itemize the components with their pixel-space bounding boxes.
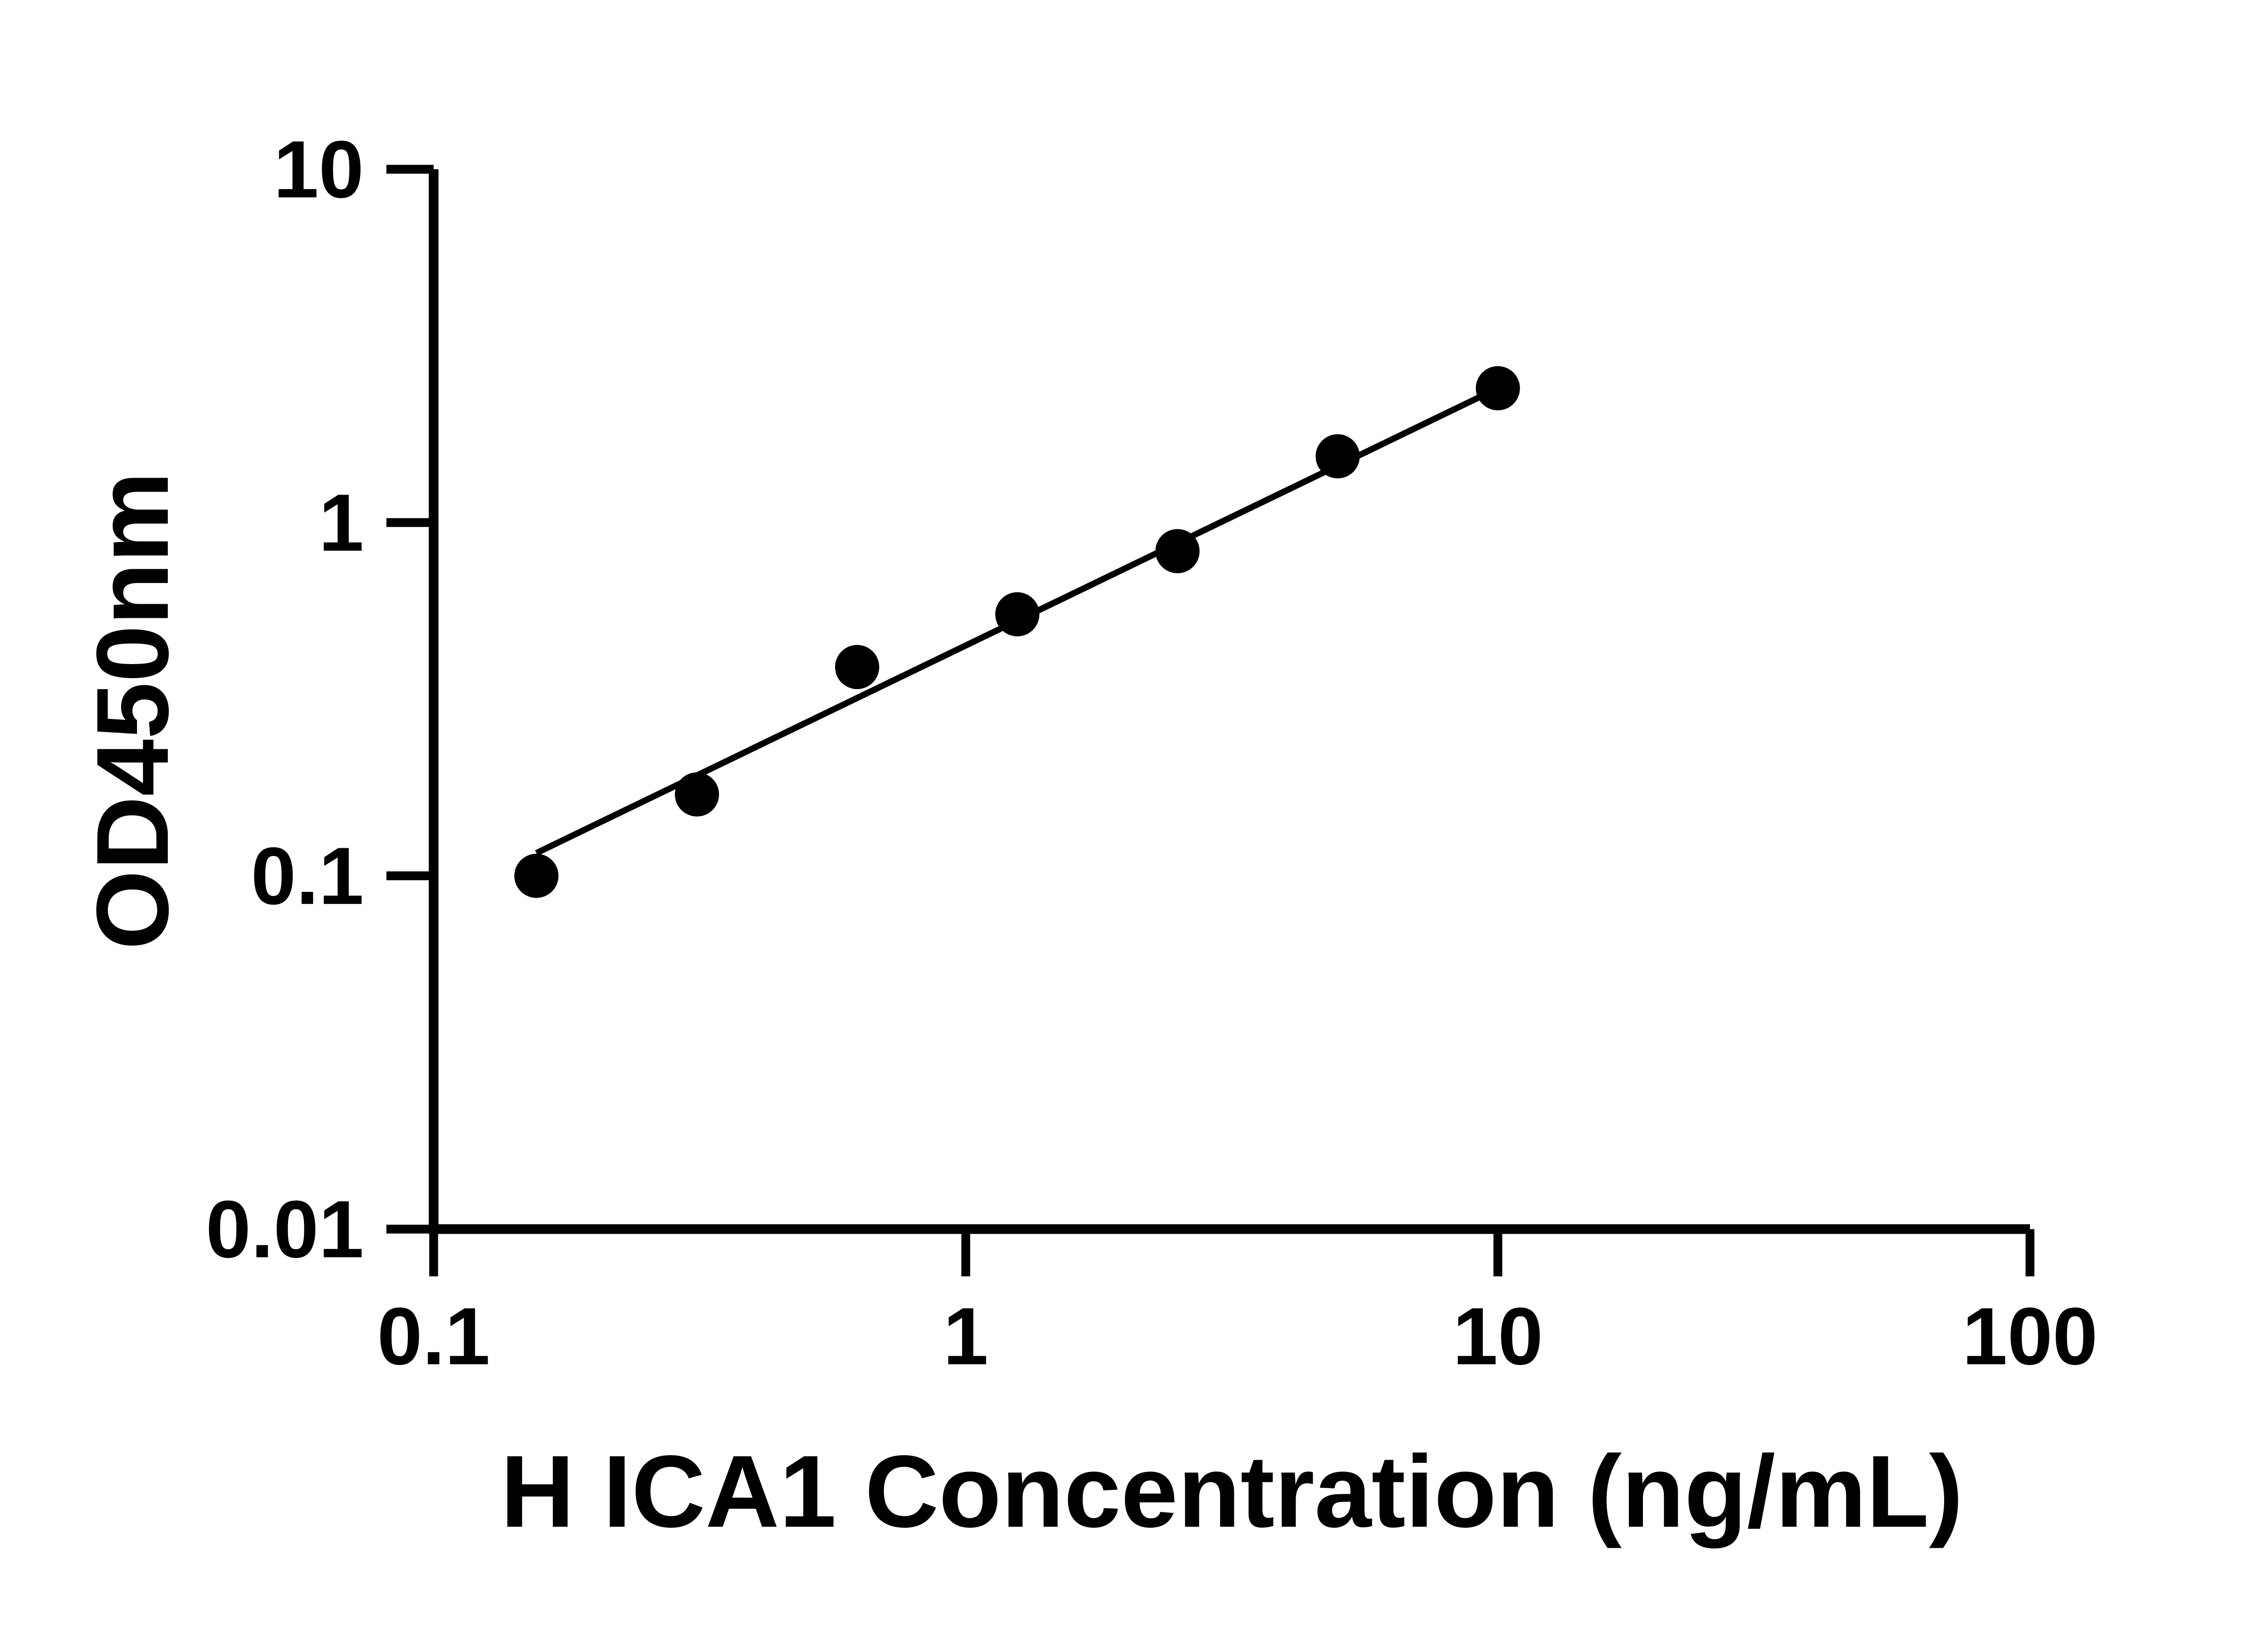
y-axis-title: OD450nm — [75, 471, 190, 949]
x-tick-label: 10 — [1453, 1291, 1543, 1381]
data-point — [675, 772, 719, 816]
data-point — [995, 592, 1040, 636]
y-tick-label: 0.1 — [251, 830, 364, 921]
x-axis-title: H ICA1 Concentration (ng/mL) — [500, 1434, 1963, 1548]
x-tick-label: 1 — [943, 1291, 988, 1381]
y-tick-label: 10 — [274, 124, 364, 215]
y-tick-label: 1 — [319, 477, 364, 568]
data-point — [835, 645, 880, 689]
data-point — [1476, 366, 1520, 411]
data-point — [514, 853, 559, 898]
x-tick-label: 100 — [1962, 1291, 2098, 1381]
data-point — [1155, 528, 1200, 573]
data-point — [1315, 434, 1360, 479]
y-tick-label: 0.01 — [206, 1183, 364, 1274]
x-tick-label: 0.1 — [377, 1291, 490, 1381]
